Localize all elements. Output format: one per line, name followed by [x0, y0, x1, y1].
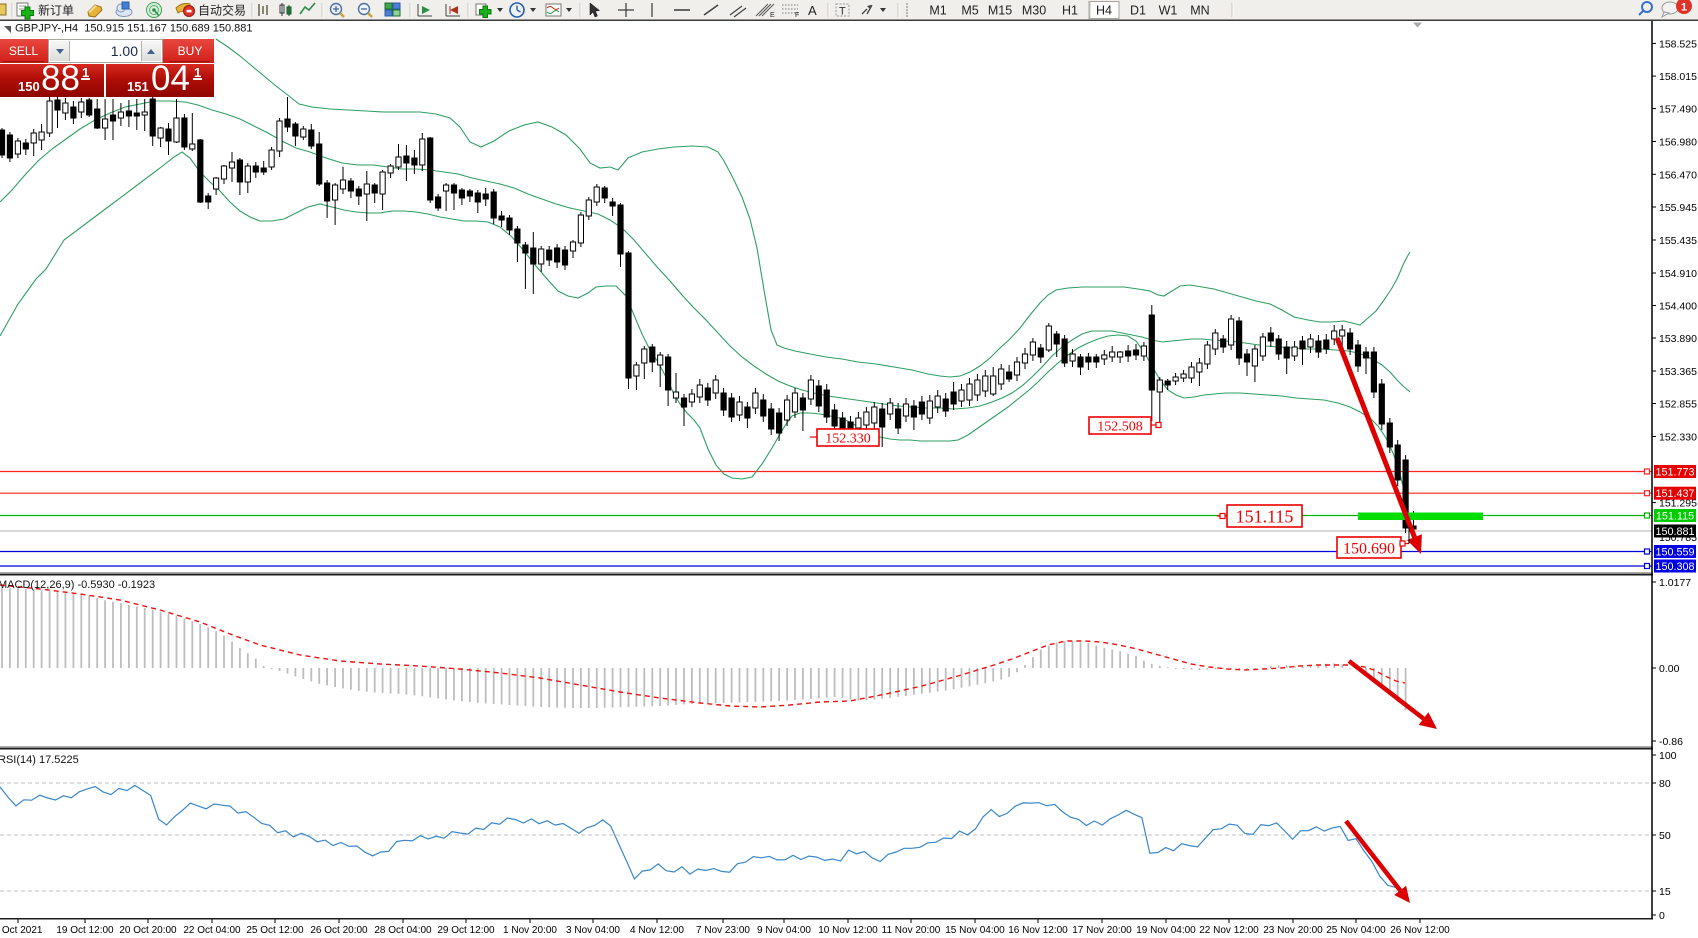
svg-text:152.330: 152.330 [1659, 432, 1697, 444]
svg-text:15 Nov 04:00: 15 Nov 04:00 [945, 925, 1005, 936]
svg-text:1: 1 [1681, 2, 1687, 14]
svg-text:151.115: 151.115 [1656, 510, 1694, 522]
svg-text:26 Nov 12:00: 26 Nov 12:00 [1390, 925, 1450, 936]
svg-text:H1: H1 [1062, 4, 1078, 18]
svg-text:7 Nov 23:00: 7 Nov 23:00 [696, 925, 750, 936]
svg-text:11 Nov 20:00: 11 Nov 20:00 [882, 925, 941, 936]
svg-text:0.00: 0.00 [1659, 663, 1680, 675]
svg-text:25 Nov 04:00: 25 Nov 04:00 [1326, 925, 1386, 936]
svg-text:158.525: 158.525 [1659, 38, 1697, 50]
svg-text:155.435: 155.435 [1659, 235, 1697, 247]
svg-text:16 Nov 12:00: 16 Nov 12:00 [1008, 925, 1068, 936]
svg-text:26 Oct 20:00: 26 Oct 20:00 [310, 925, 368, 936]
svg-text:23 Nov 20:00: 23 Nov 20:00 [1263, 925, 1323, 936]
svg-text:151.773: 151.773 [1655, 466, 1694, 478]
svg-text:MACD(12,26,9) -0.5930 -0.1923: MACD(12,26,9) -0.5930 -0.1923 [0, 579, 155, 591]
svg-text:156.470: 156.470 [1659, 169, 1697, 181]
svg-text:19 Nov 04:00: 19 Nov 04:00 [1136, 925, 1196, 936]
svg-text:28 Oct 04:00: 28 Oct 04:00 [374, 925, 432, 936]
svg-text:1 Nov 20:00: 1 Nov 20:00 [503, 925, 557, 936]
svg-text:T: T [839, 6, 846, 18]
svg-text:D1: D1 [1130, 4, 1146, 18]
svg-text:M15: M15 [988, 4, 1012, 18]
svg-text:29 Oct 12:00: 29 Oct 12:00 [437, 925, 495, 936]
svg-text:自动交易: 自动交易 [198, 3, 246, 18]
svg-text:15: 15 [1659, 886, 1671, 898]
svg-text:8 Oct 2021: 8 Oct 2021 [0, 925, 43, 936]
svg-text:80: 80 [1659, 778, 1671, 790]
svg-text:19 Oct 12:00: 19 Oct 12:00 [56, 925, 114, 936]
svg-text:25 Oct 12:00: 25 Oct 12:00 [246, 925, 304, 936]
svg-text:3 Nov 04:00: 3 Nov 04:00 [566, 925, 620, 936]
svg-text:156.980: 156.980 [1659, 137, 1697, 149]
svg-text:M1: M1 [929, 4, 946, 18]
svg-text:RSI(14) 17.5225: RSI(14) 17.5225 [0, 754, 79, 766]
svg-text:151.437: 151.437 [1655, 488, 1694, 500]
svg-text:151.115: 151.115 [1236, 506, 1294, 526]
svg-text:A: A [808, 3, 817, 18]
svg-text:H4: H4 [1096, 4, 1112, 18]
svg-text:0: 0 [1659, 910, 1665, 922]
svg-text:150.881: 150.881 [1655, 526, 1694, 538]
svg-text:152.855: 152.855 [1659, 399, 1697, 411]
svg-text:158.015: 158.015 [1659, 71, 1697, 83]
svg-text:153.890: 153.890 [1659, 333, 1697, 345]
svg-text:M30: M30 [1022, 4, 1046, 18]
svg-text:17 Nov 20:00: 17 Nov 20:00 [1072, 925, 1132, 936]
svg-text:F: F [795, 12, 799, 19]
svg-text:152.508: 152.508 [1097, 420, 1143, 435]
svg-text:153.365: 153.365 [1659, 366, 1697, 378]
svg-text:155.945: 155.945 [1659, 202, 1697, 214]
svg-text:-0.86: -0.86 [1659, 736, 1683, 748]
svg-text:22 Oct 04:00: 22 Oct 04:00 [183, 925, 241, 936]
svg-text:154.400: 154.400 [1659, 301, 1697, 313]
svg-text:20 Oct 20:00: 20 Oct 20:00 [119, 925, 177, 936]
svg-text:MN: MN [1190, 4, 1209, 18]
svg-text:151.295: 151.295 [1659, 498, 1697, 510]
svg-text:E: E [770, 12, 775, 19]
svg-text:150.559: 150.559 [1655, 546, 1694, 558]
svg-text:157.490: 157.490 [1659, 104, 1697, 116]
svg-text:M5: M5 [961, 4, 978, 18]
svg-text:50: 50 [1659, 830, 1671, 842]
svg-text:150.690: 150.690 [1343, 540, 1395, 557]
svg-text:9 Nov 04:00: 9 Nov 04:00 [757, 925, 811, 936]
svg-text:4 Nov 12:00: 4 Nov 12:00 [630, 925, 684, 936]
svg-text:22 Nov 12:00: 22 Nov 12:00 [1199, 925, 1259, 936]
svg-text:152.330: 152.330 [825, 432, 871, 447]
svg-text:GBPJPY-,H4 150.915 151.167 15: GBPJPY-,H4 150.915 151.167 150.689 150.8… [15, 23, 253, 35]
svg-text:W1: W1 [1159, 4, 1178, 18]
svg-text:10 Nov 12:00: 10 Nov 12:00 [818, 925, 878, 936]
svg-text:1.0177: 1.0177 [1659, 577, 1691, 589]
svg-text:新订单: 新订单 [38, 3, 74, 18]
svg-text:150.308: 150.308 [1655, 561, 1694, 573]
svg-text:154.910: 154.910 [1659, 268, 1697, 280]
svg-text:100: 100 [1659, 750, 1677, 762]
